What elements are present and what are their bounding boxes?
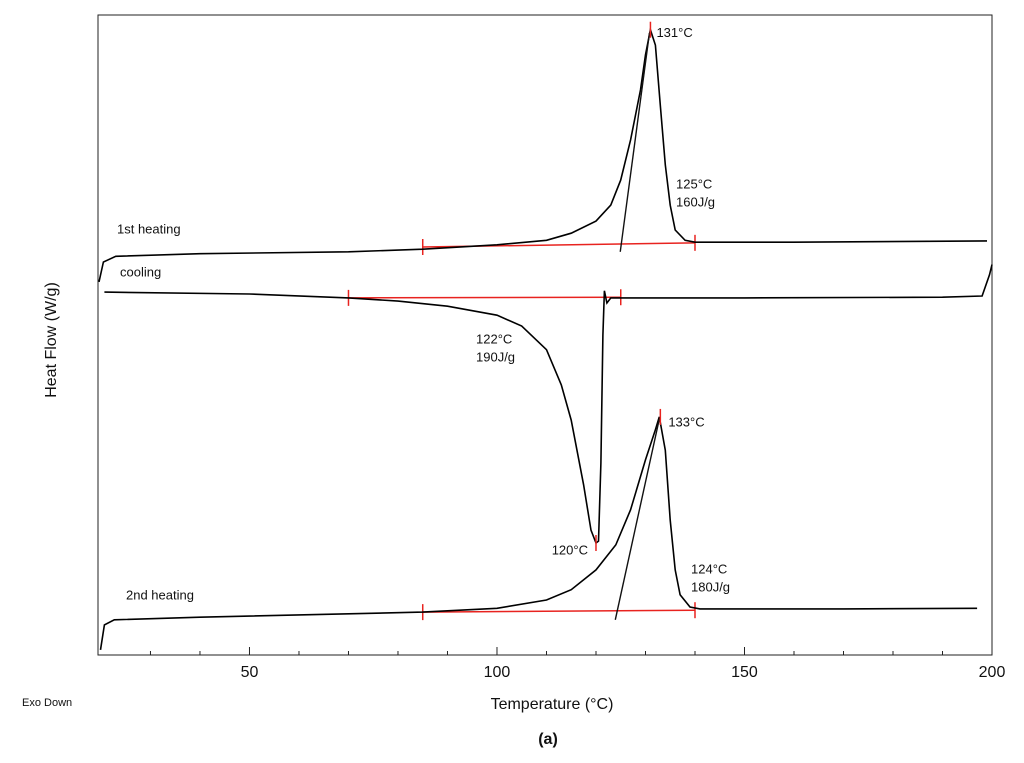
peak-label: 131°C <box>656 25 692 40</box>
annotation: 122°C <box>476 331 512 346</box>
x-axis-label: Temperature (°C) <box>491 696 614 713</box>
annotation: 180J/g <box>691 579 730 594</box>
annotation: 190J/g <box>476 349 515 364</box>
x-tick-label: 50 <box>241 664 259 681</box>
series-label: cooling <box>120 264 161 279</box>
onset-tangent <box>614 418 661 620</box>
peak-label: 120°C <box>552 542 588 557</box>
series-label: 2nd heating <box>126 587 194 602</box>
onset-tangent <box>619 32 651 252</box>
baseline <box>422 609 695 613</box>
annotation: 160J/g <box>676 194 715 209</box>
plot-frame <box>97 14 993 656</box>
annotation: 125°C <box>676 176 712 191</box>
caption: (a) <box>538 731 558 748</box>
curve <box>104 264 993 545</box>
y-axis-label: Heat Flow (W/g) <box>43 282 60 398</box>
annotation: 124°C <box>691 561 727 576</box>
x-tick-label: 100 <box>484 664 511 681</box>
exo-note: Exo Down <box>22 697 72 709</box>
curve <box>99 416 978 651</box>
x-tick-label: 200 <box>979 664 1006 681</box>
peak-label: 133°C <box>668 414 704 429</box>
series-label: 1st heating <box>117 221 181 236</box>
baseline <box>348 296 621 299</box>
x-tick-label: 150 <box>731 664 758 681</box>
curve <box>98 26 988 283</box>
